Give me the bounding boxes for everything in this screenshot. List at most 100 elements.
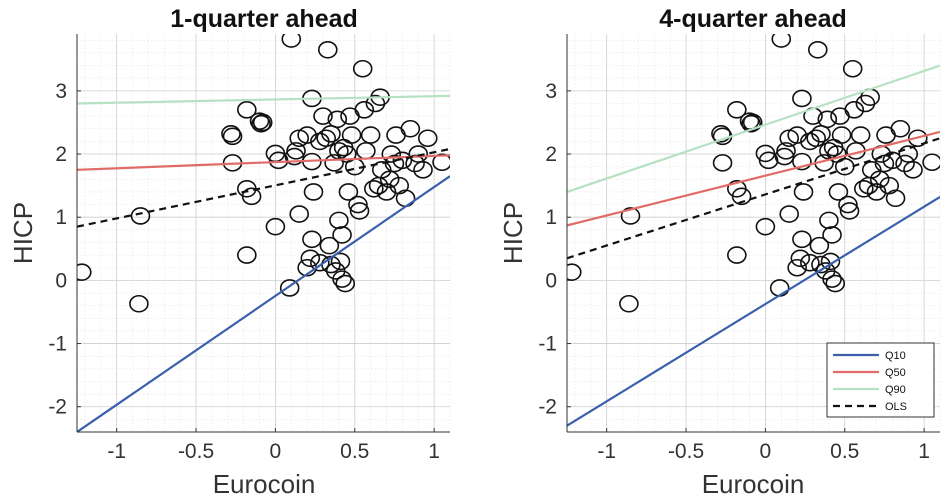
data-point xyxy=(265,217,286,236)
data-point xyxy=(327,110,348,129)
legend-label-q90: Q90 xyxy=(885,384,906,396)
data-point xyxy=(289,205,310,223)
data-point xyxy=(567,263,582,281)
data-point xyxy=(907,129,928,148)
data-point xyxy=(831,126,852,144)
data-point xyxy=(221,125,241,143)
legend-label-q50: Q50 xyxy=(885,367,906,379)
data-point xyxy=(332,270,352,288)
series-line-q50 xyxy=(77,154,450,171)
data-point xyxy=(866,183,887,201)
data-point xyxy=(313,107,333,125)
data-point xyxy=(408,145,429,163)
x-tick-label: 0 xyxy=(270,440,282,463)
data-point xyxy=(376,183,397,201)
data-point xyxy=(792,89,812,108)
data-point xyxy=(741,114,761,133)
chart-panel-4q: 4-quarter ahead Eurocoin HICP -1 -0.5 0 0.5… xyxy=(498,5,941,499)
data-point xyxy=(850,126,871,144)
data-point xyxy=(319,236,340,255)
plot-content xyxy=(567,34,940,427)
data-point xyxy=(731,187,752,206)
data-point xyxy=(330,252,351,271)
data-point xyxy=(360,126,381,144)
series-line-q90 xyxy=(567,64,940,193)
y-tick-label: 2 xyxy=(545,143,557,166)
x-tick-label: -0.5 xyxy=(178,440,214,463)
data-point xyxy=(317,40,338,59)
data-point xyxy=(895,154,915,173)
data-point xyxy=(268,151,289,170)
data-point xyxy=(302,230,322,249)
data-point xyxy=(838,195,858,214)
data-point xyxy=(241,187,262,206)
data-point xyxy=(807,40,828,59)
data-point xyxy=(711,125,731,143)
series-line-q10 xyxy=(567,196,940,427)
data-point xyxy=(619,294,639,313)
data-point xyxy=(129,294,149,313)
data-point xyxy=(364,179,384,198)
data-point xyxy=(819,211,839,230)
data-point xyxy=(300,249,321,268)
data-point xyxy=(742,113,763,132)
data-point xyxy=(348,195,368,214)
y-tick-label: 0 xyxy=(545,269,557,292)
data-point xyxy=(77,263,92,281)
x-tick-label: 0 xyxy=(760,440,772,463)
data-point xyxy=(222,127,243,146)
data-point xyxy=(251,114,271,133)
chart-title: 4-quarter ahead xyxy=(659,5,847,33)
x-tick-label: -0.5 xyxy=(668,440,704,463)
data-point xyxy=(712,154,733,172)
x-tick-label: -1 xyxy=(107,440,126,463)
data-point xyxy=(922,153,940,172)
data-point xyxy=(822,270,842,288)
data-point xyxy=(338,183,359,201)
data-point xyxy=(806,129,826,148)
data-point xyxy=(890,119,911,138)
data-point xyxy=(252,113,273,132)
data-point xyxy=(792,152,812,171)
data-point xyxy=(237,101,257,119)
data-point xyxy=(882,151,903,170)
data-point xyxy=(861,161,882,179)
data-point xyxy=(800,253,820,272)
y-tick-label: 3 xyxy=(545,80,557,103)
data-point xyxy=(727,101,747,119)
data-point xyxy=(898,145,919,163)
legend-label-ols: OLS xyxy=(885,401,907,413)
series-line-q90 xyxy=(77,94,450,105)
y-tick-label: 2 xyxy=(55,143,67,166)
data-point xyxy=(787,126,807,144)
y-tick-label: -2 xyxy=(538,396,557,419)
data-point xyxy=(417,129,438,148)
y-tick-label: -1 xyxy=(48,333,67,356)
data-point xyxy=(844,101,865,119)
legend: Q10 Q50 Q90 OLS xyxy=(826,342,935,418)
data-point xyxy=(885,189,906,208)
data-point xyxy=(392,151,413,170)
data-point xyxy=(825,274,846,293)
data-point xyxy=(332,226,352,244)
legend-label-q10: Q10 xyxy=(885,350,906,362)
y-tick-label: 3 xyxy=(55,80,67,103)
data-point xyxy=(324,154,344,172)
x-tick-label: 1 xyxy=(428,440,440,463)
data-point xyxy=(792,230,812,249)
series-line-q10 xyxy=(77,175,450,432)
x-tick-label: 0.5 xyxy=(340,440,369,463)
data-point xyxy=(820,252,841,271)
x-axis-label: Eurocoin xyxy=(702,469,805,498)
y-tick-label: 1 xyxy=(55,206,67,229)
series-line-ols xyxy=(567,137,940,260)
data-point xyxy=(316,129,336,148)
data-point xyxy=(854,179,874,198)
data-point xyxy=(776,142,796,160)
data-point xyxy=(341,126,362,144)
data-point xyxy=(828,183,849,201)
data-point xyxy=(371,161,392,179)
y-tick-label: -2 xyxy=(48,396,67,419)
data-point xyxy=(822,226,842,244)
data-point xyxy=(727,246,747,264)
